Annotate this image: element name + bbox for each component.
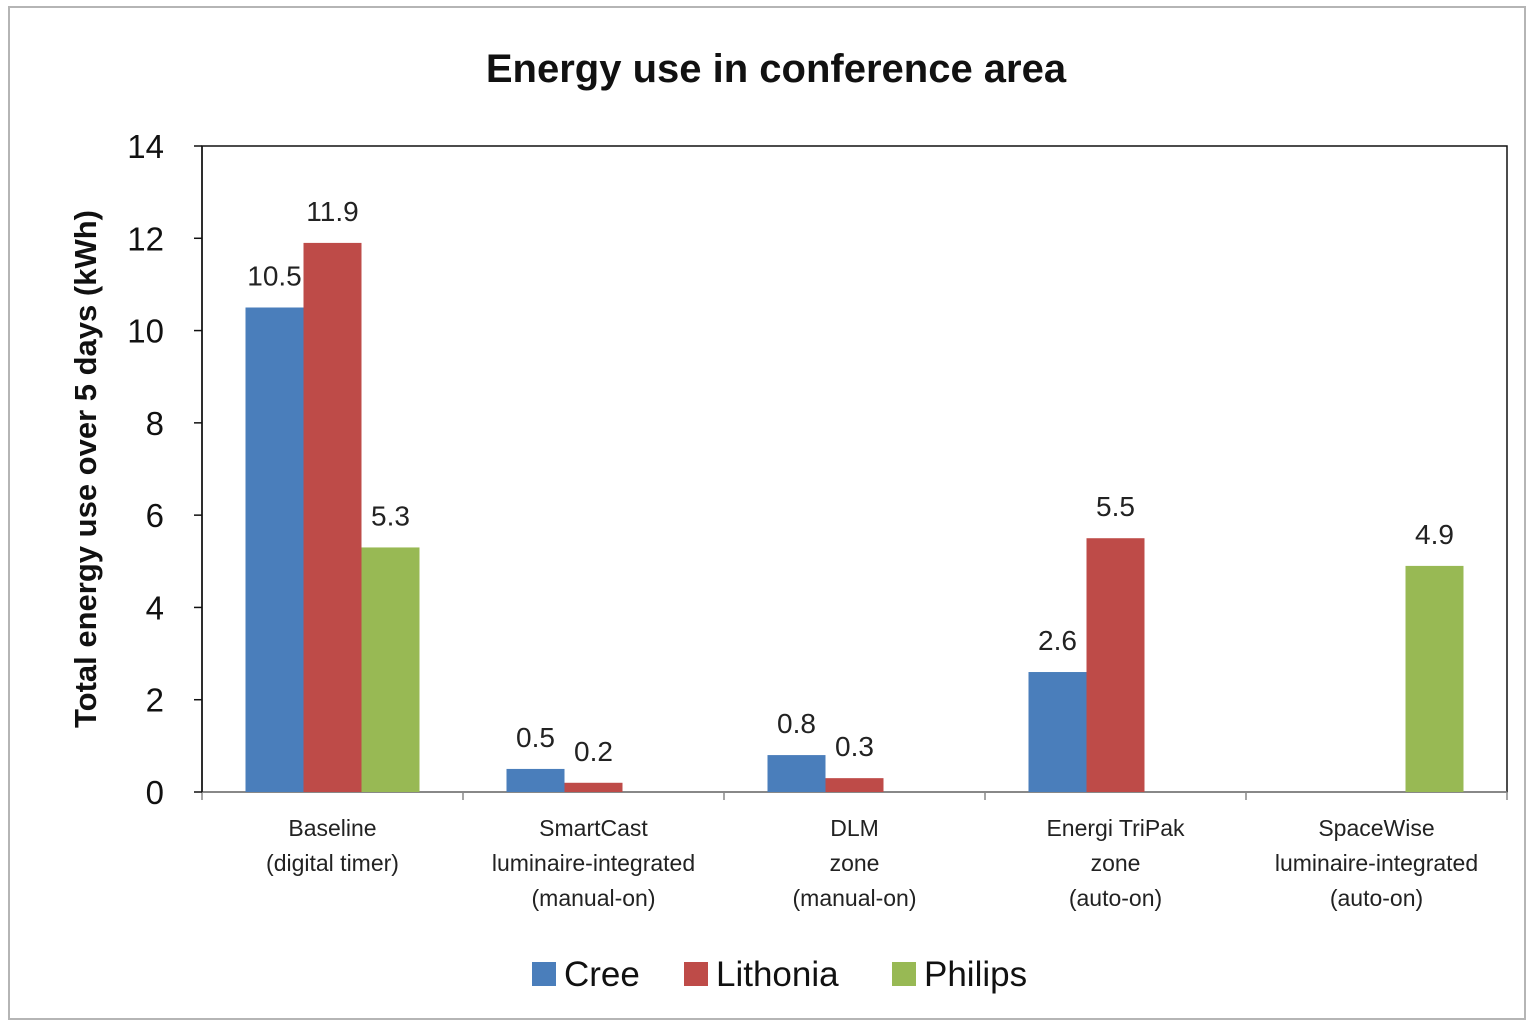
legend-label-lithonia: Lithonia <box>716 955 839 994</box>
bar-philips-0 <box>361 547 420 792</box>
legend-swatch-philips <box>892 962 916 986</box>
legend-label-philips: Philips <box>924 955 1027 994</box>
bar-lithonia-1 <box>564 782 623 792</box>
data-label-cree-0: 10.5 <box>247 261 302 292</box>
x-tick-label: (manual-on) <box>532 885 656 911</box>
x-tick-label: Energi TriPak <box>1046 815 1185 841</box>
y-tick-label: 0 <box>146 774 164 811</box>
x-tick-label: luminaire-integrated <box>492 850 695 876</box>
y-tick-label: 12 <box>127 220 164 257</box>
data-label-philips-4: 4.9 <box>1415 519 1454 550</box>
bar-cree-2 <box>767 755 826 792</box>
data-label-philips-0: 5.3 <box>371 500 410 531</box>
bar-cree-1 <box>506 768 565 792</box>
x-tick-label: (auto-on) <box>1330 885 1423 911</box>
x-tick-label: SmartCast <box>539 815 648 841</box>
data-label-cree-3: 2.6 <box>1038 625 1077 656</box>
bar-cree-0 <box>245 307 304 792</box>
data-label-lithonia-1: 0.2 <box>574 736 613 767</box>
legend-label-cree: Cree <box>564 955 640 994</box>
bar-chart: Energy use in conference area Total ener… <box>68 47 1508 994</box>
x-tick-label: (manual-on) <box>793 885 917 911</box>
bar-philips-4 <box>1405 565 1464 792</box>
legend-swatch-cree <box>532 962 556 986</box>
x-tick-label: (digital timer) <box>266 850 399 876</box>
y-tick-label: 8 <box>146 405 164 442</box>
x-tick-label: luminaire-integrated <box>1275 850 1478 876</box>
x-tick-label: SpaceWise <box>1318 815 1434 841</box>
bar-lithonia-2 <box>825 778 884 792</box>
y-tick-label: 14 <box>127 128 164 165</box>
chart-title: Energy use in conference area <box>486 47 1067 91</box>
legend-swatch-lithonia <box>684 962 708 986</box>
y-tick-label: 6 <box>146 497 164 534</box>
chart-frame: Energy use in conference area Total ener… <box>8 6 1526 1020</box>
data-label-cree-1: 0.5 <box>516 722 555 753</box>
bar-cree-3 <box>1028 672 1087 792</box>
data-label-lithonia-3: 5.5 <box>1096 491 1135 522</box>
y-tick-label: 10 <box>127 313 164 350</box>
x-tick-label: DLM <box>830 815 879 841</box>
y-tick-label: 4 <box>146 589 164 626</box>
bar-lithonia-3 <box>1086 538 1145 792</box>
data-label-cree-2: 0.8 <box>777 708 816 739</box>
x-tick-label: zone <box>830 850 880 876</box>
data-label-lithonia-0: 11.9 <box>306 196 358 227</box>
data-label-lithonia-2: 0.3 <box>835 731 874 762</box>
x-tick-label: zone <box>1091 850 1141 876</box>
y-tick-label: 2 <box>146 682 164 719</box>
x-tick-label: (auto-on) <box>1069 885 1162 911</box>
bar-lithonia-0 <box>303 242 362 792</box>
x-tick-label: Baseline <box>288 815 376 841</box>
y-axis-label: Total energy use over 5 days (kWh) <box>68 210 103 728</box>
